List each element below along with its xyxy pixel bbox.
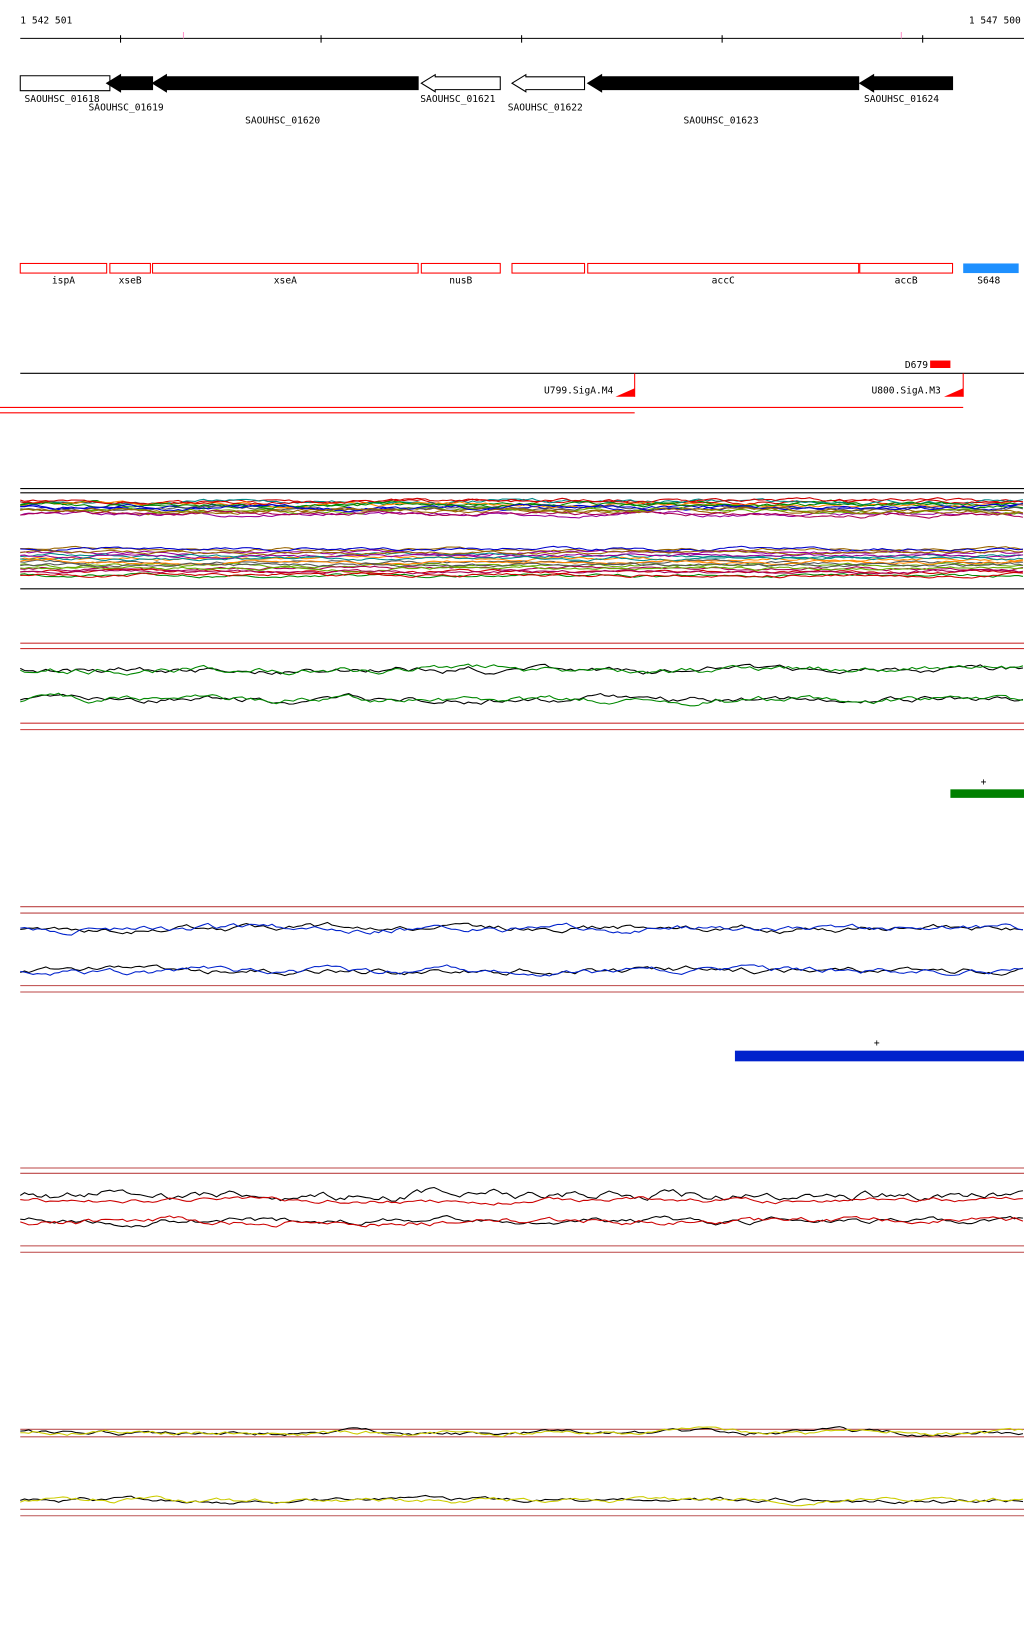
green-bar (950, 789, 1024, 798)
trace (20, 1495, 1024, 1507)
gene-arrow (105, 73, 154, 93)
trace (20, 692, 1024, 705)
trace (20, 562, 1024, 569)
trace (20, 1426, 1024, 1438)
trace (20, 571, 1023, 579)
gene-name: xseA (274, 276, 297, 287)
ruler-end: 1 547 500 (969, 15, 1021, 26)
gene-arrow (19, 75, 111, 92)
trace (20, 545, 1024, 553)
trace (20, 549, 1023, 556)
trace (20, 549, 1024, 557)
trace (20, 964, 1023, 977)
trace (20, 922, 1024, 936)
gene-label: SAOUHSC_01618 (25, 94, 100, 105)
strand-label: + (981, 777, 987, 788)
trace (20, 921, 1023, 935)
promoter-label: U799.SigA.M4 (544, 385, 614, 396)
trace (20, 1215, 1024, 1228)
trace (20, 565, 1024, 572)
trace (20, 565, 1023, 573)
trace (20, 497, 1023, 505)
s-feature (963, 263, 1019, 274)
gene-box (109, 262, 151, 274)
trace (20, 555, 1023, 562)
gene-arrow (858, 73, 954, 93)
trace (20, 663, 1024, 675)
gene-box (511, 262, 586, 274)
gene-box (420, 262, 501, 274)
gene-arrow (586, 73, 860, 93)
gene-name: xseB (119, 276, 142, 287)
gene-name: ispA (52, 276, 75, 287)
gene-box (859, 262, 954, 274)
trace (20, 500, 1023, 509)
trace (20, 1215, 1023, 1228)
trace (20, 1426, 1024, 1437)
trace (20, 553, 1023, 560)
gene-label: SAOUHSC_01624 (864, 94, 939, 105)
trace (19, 1186, 1024, 1202)
promoter-arrow (944, 388, 964, 397)
gene-box (151, 262, 419, 274)
gene-arrow (420, 73, 501, 93)
blue-bar (734, 1050, 1024, 1062)
gene-arrow (151, 73, 419, 93)
trace (20, 510, 1024, 519)
trace (20, 568, 1024, 575)
gene-label: SAOUHSC_01619 (89, 103, 164, 114)
gene-name: accC (712, 276, 735, 287)
trace (20, 506, 1024, 515)
gene-box (19, 262, 108, 274)
trace (20, 692, 1023, 707)
trace (20, 545, 1024, 552)
d-label: D679 (905, 360, 928, 371)
trace (20, 503, 1023, 513)
trace (20, 663, 1024, 676)
gene-box (587, 262, 860, 274)
gene-label: SAOUHSC_01620 (245, 116, 320, 127)
gene-label: SAOUHSC_01621 (420, 94, 495, 105)
trace (20, 552, 1024, 560)
gene-arrow (510, 73, 586, 93)
ruler-start: 1 542 501 (20, 15, 72, 26)
trace (20, 555, 1023, 562)
promoter-arrow (615, 388, 635, 397)
gene-name: nusB (449, 276, 472, 287)
s-label: S648 (977, 276, 1000, 287)
strand-label: + (874, 1038, 880, 1049)
trace (20, 506, 1024, 516)
d-feature (930, 360, 951, 368)
trace (20, 504, 1024, 513)
gene-name: accB (895, 276, 918, 287)
gene-label: SAOUHSC_01623 (684, 116, 759, 127)
promoter-label: U800.SigA.M3 (871, 385, 941, 396)
gene-label: SAOUHSC_01622 (508, 103, 583, 114)
trace (20, 1196, 1023, 1206)
